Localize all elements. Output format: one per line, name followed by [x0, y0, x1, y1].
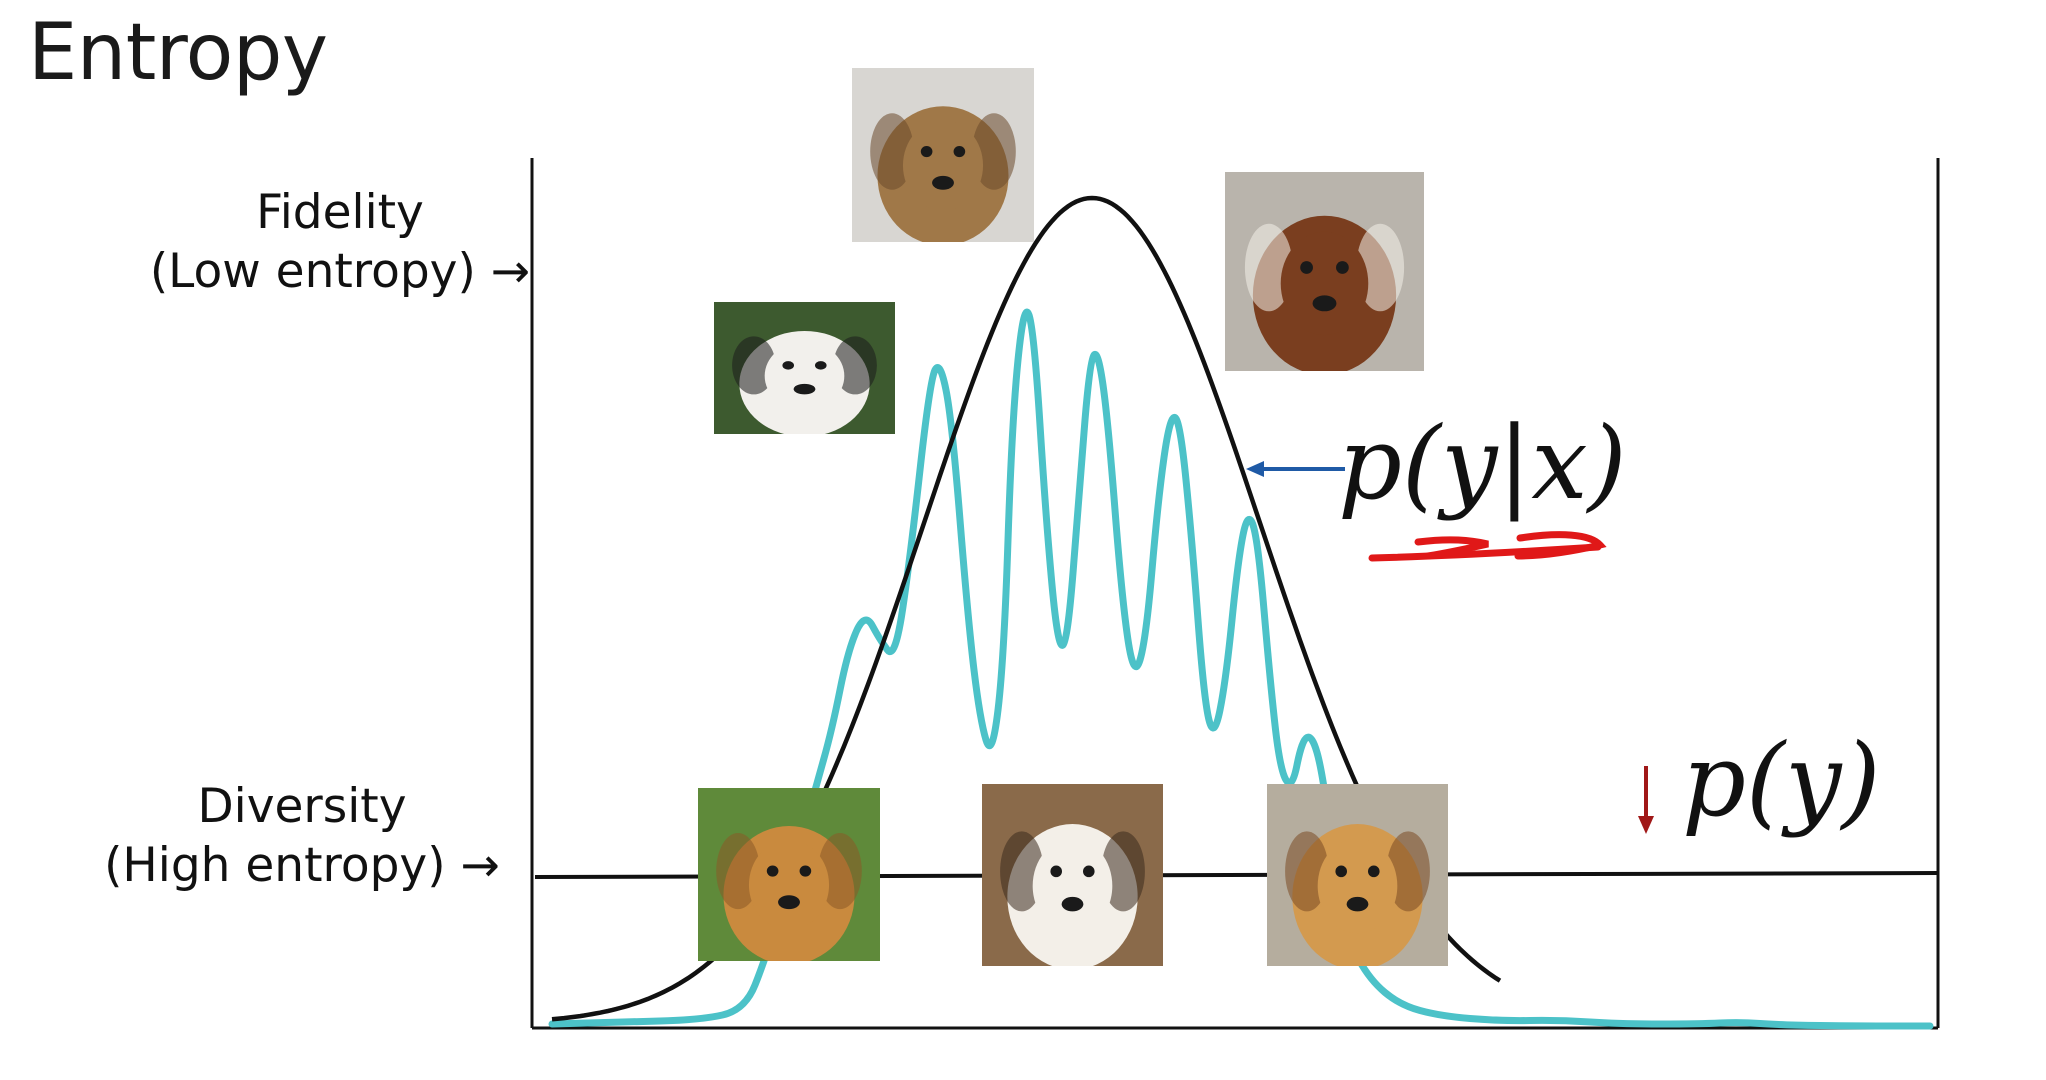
red-underline-scribble [1368, 531, 1607, 562]
diversity-subtitle: (High entropy) → [104, 837, 500, 893]
saint-bernard-photo [1225, 172, 1424, 371]
golden-retrievers-on-grass-photo [698, 788, 880, 961]
marginal-bell-curve [551, 195, 1502, 1022]
marginal-down-arrow [1638, 766, 1654, 834]
conditional-distribution-label: p(y|x) [1338, 405, 1627, 522]
diversity-label: Diversity (High entropy) → [72, 778, 532, 896]
marginal-distribution-label: p(y) [1682, 722, 1881, 839]
fidelity-label: Fidelity (Low entropy) → [110, 184, 570, 302]
sheltie-photo [982, 784, 1163, 966]
white-dog-photo [714, 302, 895, 434]
fidelity-subtitle: (Low entropy) → [149, 243, 531, 299]
golden-retriever-profile-photo [1267, 784, 1448, 966]
conditional-arrow [1246, 461, 1345, 477]
golden-retriever-senior-photo [852, 68, 1034, 242]
fidelity-title: Fidelity [256, 185, 424, 240]
slide-title: Entropy [28, 8, 328, 98]
diversity-title: Diversity [197, 779, 407, 834]
